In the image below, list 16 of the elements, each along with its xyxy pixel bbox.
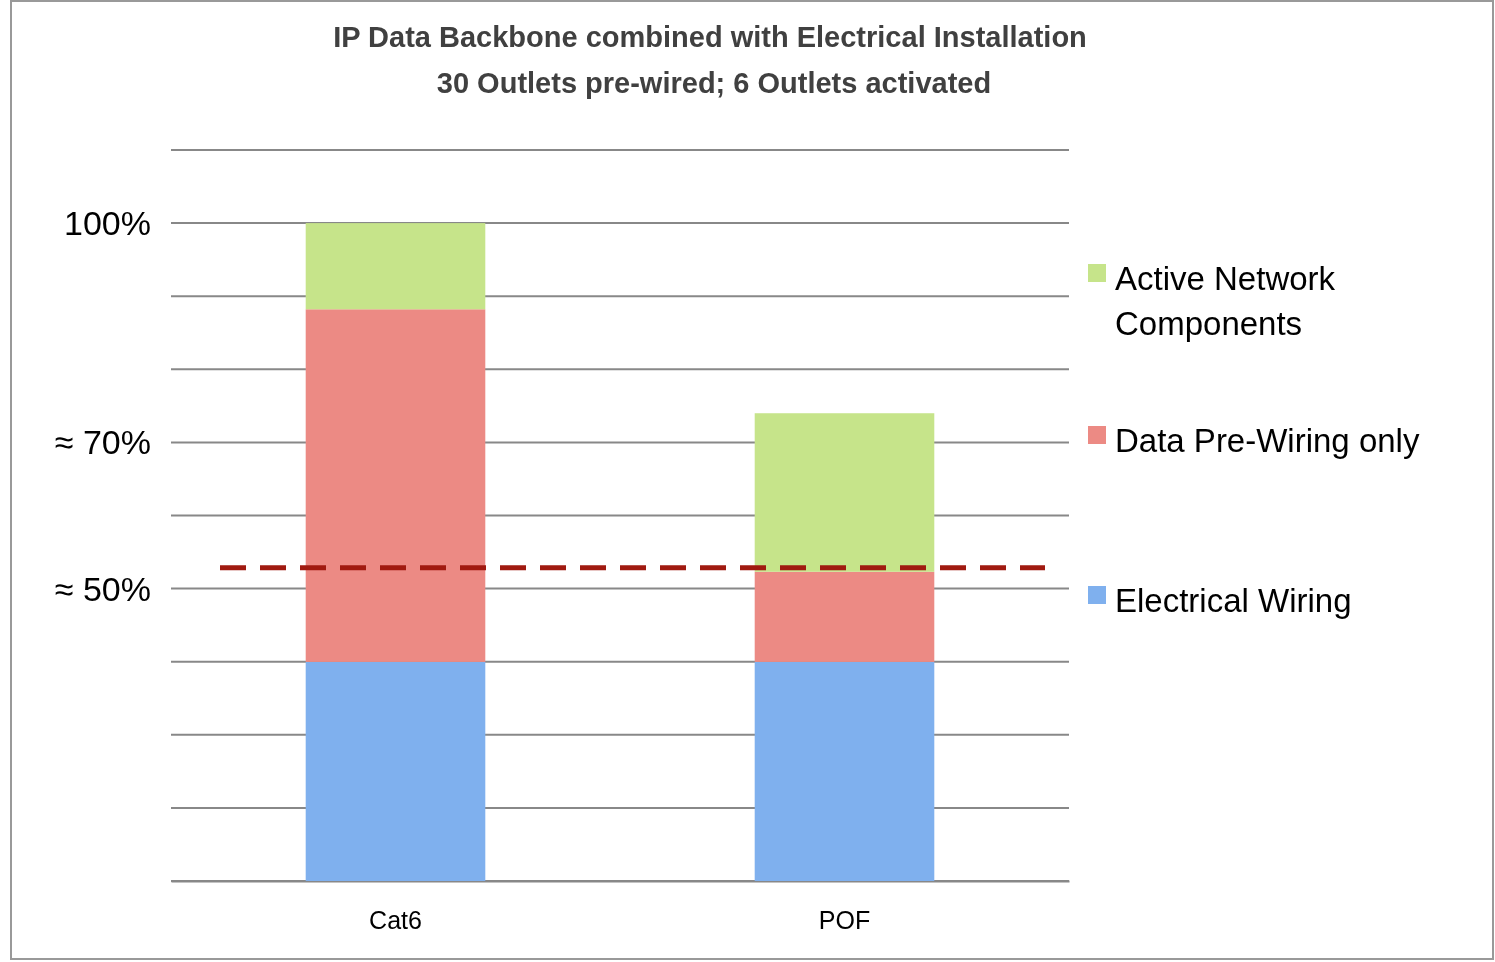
text: ≈ 70% bbox=[54, 423, 151, 462]
bar bbox=[754, 571, 935, 662]
legend-label: Active Network Components bbox=[1115, 260, 1336, 342]
text: ≈ 50% bbox=[54, 569, 151, 608]
bar bbox=[754, 661, 935, 881]
legend-label: Electrical Wiring bbox=[1115, 582, 1352, 619]
bar bbox=[305, 661, 486, 881]
x-tick-label: Cat6 bbox=[369, 905, 422, 934]
bar bbox=[754, 413, 935, 572]
x-tick-label: POF bbox=[818, 905, 871, 934]
bar bbox=[305, 223, 486, 310]
bar bbox=[305, 309, 486, 662]
legend-label: Data Pre-Wiring only bbox=[1115, 422, 1420, 459]
text: 100% bbox=[64, 204, 151, 242]
chart-title: IP Data Backbone combined with Electrical Installation bbox=[333, 21, 1087, 53]
chart-subtitle: 30 Outlets pre-wired; 6 Outlets activated bbox=[436, 67, 992, 99]
